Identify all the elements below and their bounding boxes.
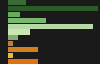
Bar xyxy=(8,29,30,35)
Bar xyxy=(8,35,18,40)
Bar xyxy=(8,24,93,29)
Bar xyxy=(8,59,38,64)
Bar xyxy=(8,41,13,46)
Bar xyxy=(8,6,98,11)
Bar xyxy=(8,53,13,58)
Bar xyxy=(8,12,20,17)
Bar xyxy=(8,18,46,23)
Bar xyxy=(8,0,26,5)
Bar xyxy=(8,47,38,52)
